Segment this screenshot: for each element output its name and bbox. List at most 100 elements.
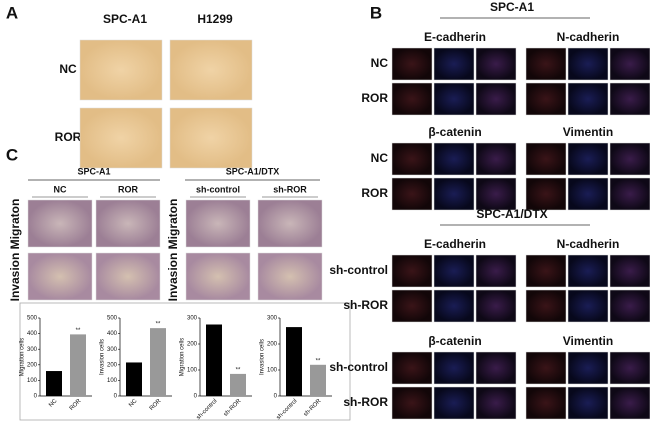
label: Migraton xyxy=(8,199,22,250)
label: SPC-A1/DTX xyxy=(226,166,280,176)
micrograph xyxy=(609,142,650,176)
x-tick-label: sh-ROR xyxy=(223,398,243,418)
bar xyxy=(230,373,246,396)
y-tick-label: 100 xyxy=(27,378,38,384)
micrograph xyxy=(27,252,93,301)
y-axis-label: Invasion cells xyxy=(260,339,266,375)
micrograph xyxy=(525,351,567,385)
micrograph xyxy=(79,39,163,101)
micrograph xyxy=(567,386,609,420)
y-axis-label: Migration cells xyxy=(180,338,186,376)
y-tick-label: 400 xyxy=(107,331,118,337)
micrograph xyxy=(475,386,517,420)
label: SPC-A1 xyxy=(490,0,534,14)
micrograph xyxy=(567,351,609,385)
bar xyxy=(286,327,302,396)
micrograph xyxy=(609,177,650,211)
label: H1299 xyxy=(197,12,233,26)
chart-frame xyxy=(19,302,351,421)
y-axis-label: Migration cells xyxy=(20,338,26,376)
micrograph xyxy=(391,254,433,288)
label: sh-control xyxy=(329,360,388,374)
significance: ** xyxy=(236,367,241,373)
micrograph xyxy=(433,351,475,385)
y-tick-label: 100 xyxy=(107,378,118,384)
micrograph xyxy=(169,39,253,101)
label: E-cadherin xyxy=(424,237,486,251)
micrograph xyxy=(391,386,433,420)
significance: ** xyxy=(156,322,161,328)
bar xyxy=(206,324,222,396)
label: ROR xyxy=(55,130,82,144)
bar xyxy=(70,334,86,396)
label: sh-control xyxy=(196,184,240,194)
y-tick-label: 200 xyxy=(187,342,198,348)
micrograph xyxy=(185,199,251,248)
label: Vimentin xyxy=(563,334,613,348)
micrograph xyxy=(27,199,93,248)
micrograph xyxy=(609,82,650,116)
label: β-catenin xyxy=(428,125,481,139)
y-tick-label: 200 xyxy=(107,362,118,368)
micrograph xyxy=(475,254,517,288)
micrograph xyxy=(169,107,253,169)
micrograph xyxy=(475,47,517,81)
micrograph xyxy=(95,252,161,301)
bar xyxy=(150,328,166,396)
label: ROR xyxy=(361,91,388,105)
micrograph xyxy=(475,351,517,385)
label: ROR xyxy=(118,184,139,194)
significance: ** xyxy=(316,358,321,364)
micrograph xyxy=(567,289,609,323)
label: SPC-A1 xyxy=(77,166,110,176)
micrograph xyxy=(391,142,433,176)
label: sh-control xyxy=(329,263,388,277)
bar xyxy=(310,364,326,396)
micrograph xyxy=(433,289,475,323)
micrograph xyxy=(609,386,650,420)
micrograph xyxy=(567,177,609,211)
micrograph xyxy=(609,289,650,323)
label: NC xyxy=(371,151,389,165)
micrograph xyxy=(525,82,567,116)
y-tick-label: 0 xyxy=(274,394,278,400)
y-tick-label: 200 xyxy=(27,362,38,368)
micrograph xyxy=(475,82,517,116)
x-tick-label: sh-control xyxy=(196,398,219,421)
micrograph xyxy=(567,47,609,81)
y-tick-label: 300 xyxy=(187,316,198,322)
y-tick-label: 300 xyxy=(107,347,118,353)
micrograph xyxy=(567,142,609,176)
micrograph xyxy=(433,177,475,211)
label: A xyxy=(6,3,18,22)
micrograph xyxy=(475,142,517,176)
label: C xyxy=(6,145,18,164)
y-tick-label: 0 xyxy=(194,394,198,400)
micrograph xyxy=(433,47,475,81)
micrograph xyxy=(433,82,475,116)
label: SPC-A1 xyxy=(103,12,147,26)
micrograph xyxy=(95,199,161,248)
label: sh-ROR xyxy=(343,298,388,312)
micrograph xyxy=(525,289,567,323)
label: Invasion xyxy=(8,253,22,302)
micrograph xyxy=(525,254,567,288)
label: sh-ROR xyxy=(343,395,388,409)
label: B xyxy=(370,3,382,22)
bar xyxy=(126,362,142,396)
label: Migraton xyxy=(166,199,180,250)
y-tick-label: 300 xyxy=(27,347,38,353)
label: ROR xyxy=(361,186,388,200)
micrograph xyxy=(609,351,650,385)
y-tick-label: 400 xyxy=(27,331,38,337)
micrograph xyxy=(257,199,323,248)
micrograph xyxy=(609,47,650,81)
micrograph xyxy=(525,177,567,211)
label: Invasion xyxy=(166,253,180,302)
y-tick-label: 100 xyxy=(187,368,198,374)
micrograph xyxy=(609,254,650,288)
micrograph xyxy=(525,386,567,420)
micrograph xyxy=(391,82,433,116)
y-tick-label: 200 xyxy=(267,342,278,348)
x-tick-label: sh-ROR xyxy=(303,398,323,418)
